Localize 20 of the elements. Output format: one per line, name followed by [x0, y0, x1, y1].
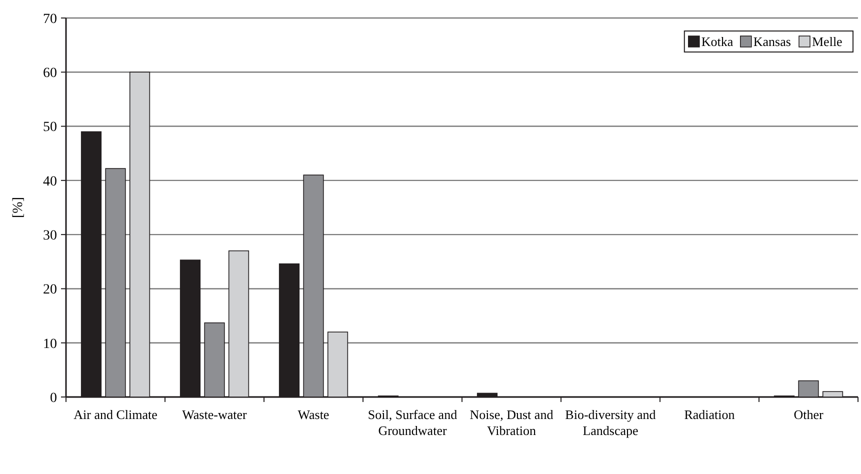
x-tick-label: Waste	[298, 407, 330, 422]
x-tick-label: Waste-water	[182, 407, 248, 422]
x-tick-label: Noise, Dust and Vibration	[470, 407, 554, 438]
legend-label: Kotka	[701, 34, 734, 49]
y-tick-label: 70	[43, 12, 57, 27]
y-tick-label: 20	[43, 282, 57, 298]
y-axis-title: [%]	[11, 197, 26, 218]
y-tick-label: 50	[43, 120, 57, 136]
y-tick-label: 60	[43, 66, 57, 82]
x-tick-label: Soil, Surface and Groundwater	[368, 407, 458, 438]
x-tick-label: Bio-diversity and Landscape	[565, 407, 656, 438]
y-tick-label: 30	[43, 228, 57, 244]
y-tick-label: 10	[43, 336, 57, 352]
y-tick-label: 40	[43, 174, 57, 190]
legend-label: Melle	[812, 34, 843, 49]
y-tick-label: 0	[50, 390, 57, 406]
x-tick-label: Air and Climate	[74, 407, 158, 422]
x-tick-label: Other	[794, 407, 824, 422]
legend-label: Kansas	[753, 34, 791, 49]
x-tick-label: Radiation	[684, 407, 736, 422]
